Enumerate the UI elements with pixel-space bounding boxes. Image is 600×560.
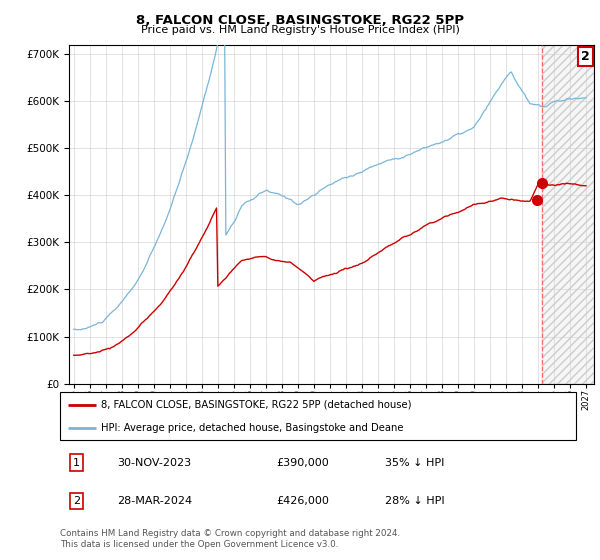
Text: 2: 2	[581, 50, 590, 63]
Text: 28-MAR-2024: 28-MAR-2024	[117, 496, 192, 506]
Text: Price paid vs. HM Land Registry's House Price Index (HPI): Price paid vs. HM Land Registry's House …	[140, 25, 460, 35]
Text: 2: 2	[73, 496, 80, 506]
Text: 8, FALCON CLOSE, BASINGSTOKE, RG22 5PP (detached house): 8, FALCON CLOSE, BASINGSTOKE, RG22 5PP (…	[101, 400, 412, 410]
Text: £426,000: £426,000	[277, 496, 329, 506]
Text: 30-NOV-2023: 30-NOV-2023	[117, 458, 191, 468]
Text: £390,000: £390,000	[277, 458, 329, 468]
Text: 35% ↓ HPI: 35% ↓ HPI	[385, 458, 445, 468]
Text: HPI: Average price, detached house, Basingstoke and Deane: HPI: Average price, detached house, Basi…	[101, 423, 404, 433]
Text: 8, FALCON CLOSE, BASINGSTOKE, RG22 5PP: 8, FALCON CLOSE, BASINGSTOKE, RG22 5PP	[136, 14, 464, 27]
Text: 28% ↓ HPI: 28% ↓ HPI	[385, 496, 445, 506]
Text: 1: 1	[73, 458, 80, 468]
Bar	[542, 45, 594, 384]
Text: Contains HM Land Registry data © Crown copyright and database right 2024.
This d: Contains HM Land Registry data © Crown c…	[60, 529, 400, 549]
